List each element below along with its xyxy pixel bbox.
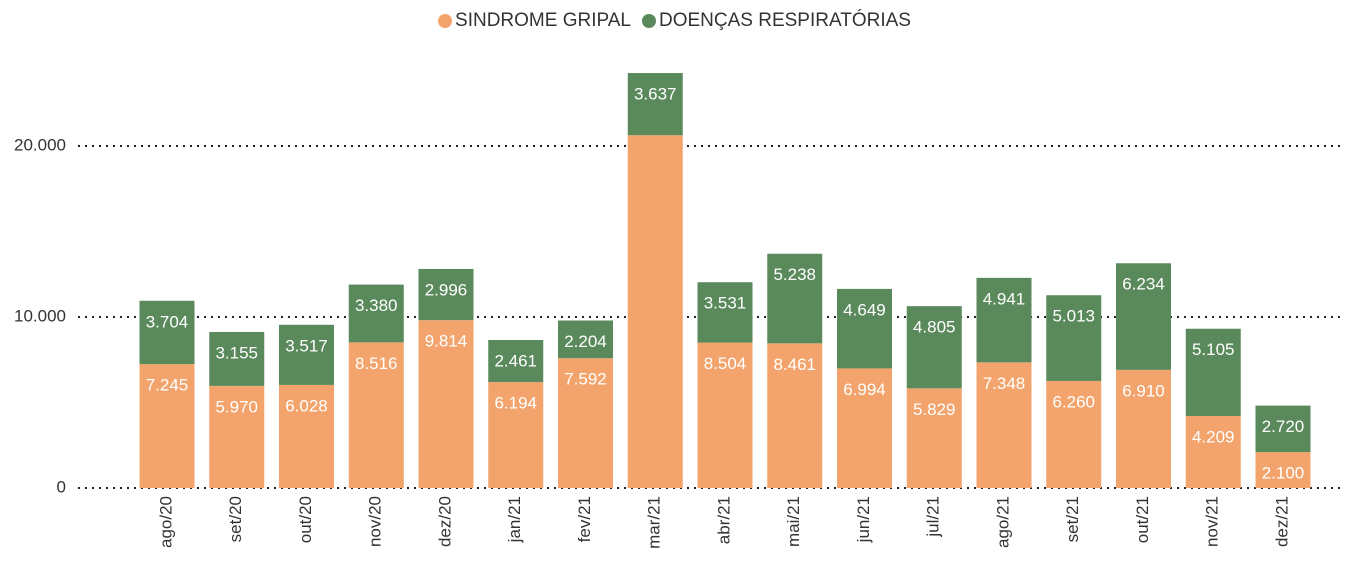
data-label: 3.531 — [704, 294, 747, 313]
bar-segment — [627, 135, 683, 489]
data-label: 4.209 — [1192, 428, 1235, 447]
data-label: 7.348 — [983, 374, 1026, 393]
data-label: 2.100 — [1262, 464, 1305, 483]
x-tick-label: ago/20 — [156, 496, 175, 548]
x-tick-label: ago/21 — [993, 496, 1012, 548]
bar-segment — [976, 362, 1032, 488]
data-label: 4.649 — [843, 300, 886, 319]
bar-segment — [627, 73, 683, 136]
data-label: 8.516 — [355, 354, 398, 373]
legend-marker — [438, 14, 453, 28]
data-label: 7.592 — [564, 370, 607, 389]
data-label: 2.461 — [494, 351, 537, 370]
data-label: 3.704 — [146, 312, 189, 331]
bar-segment — [279, 324, 334, 385]
data-label: 5.970 — [215, 397, 258, 416]
bar-segment — [767, 253, 823, 344]
bar-segment — [279, 384, 334, 488]
x-tick-label: abr/21 — [714, 496, 733, 544]
legend-marker — [641, 14, 656, 28]
data-label: 8.461 — [773, 355, 816, 374]
bar-segment — [139, 364, 195, 488]
bar-segment — [1116, 263, 1171, 370]
x-tick-label: out/20 — [296, 496, 315, 543]
bar-segment — [1255, 452, 1311, 488]
bar-segment — [348, 342, 404, 488]
bar-segment — [139, 300, 195, 365]
y-tick-label: 0 — [57, 477, 66, 496]
bar-segment — [558, 320, 613, 359]
x-tick-label: jan/21 — [505, 496, 524, 543]
data-label: 5.105 — [1192, 340, 1235, 359]
bar-segment — [1046, 380, 1102, 488]
x-tick-label: jun/21 — [854, 496, 873, 543]
x-tick-label: set/21 — [1063, 496, 1082, 542]
data-label: 5.829 — [913, 400, 956, 419]
bar-segment — [1116, 369, 1171, 488]
bar-segment — [906, 306, 962, 389]
bar-segment — [1046, 295, 1102, 381]
x-tick-label: mai/21 — [784, 496, 803, 547]
bar-segment — [418, 320, 474, 488]
x-tick-label: mar/21 — [645, 496, 664, 549]
data-label: 4.941 — [983, 289, 1026, 308]
data-label: 9.814 — [425, 332, 468, 351]
bar-segment — [697, 342, 753, 488]
data-label: 8.504 — [704, 354, 747, 373]
data-label: 6.028 — [285, 396, 328, 415]
data-label: 4.805 — [913, 318, 956, 337]
bar-segment — [906, 388, 962, 488]
bar-segment — [697, 282, 753, 343]
data-label: 5.238 — [773, 265, 816, 284]
data-label: 3.380 — [355, 296, 398, 315]
legend-label: SINDROME GRIPAL — [455, 10, 631, 31]
y-tick-label: 20.000 — [14, 135, 66, 154]
data-label: 5.013 — [1052, 307, 1095, 326]
bar-segment — [418, 268, 474, 321]
data-label: 6.910 — [1122, 381, 1165, 400]
bar-segment — [1185, 416, 1241, 488]
bar-segment — [1255, 405, 1311, 453]
x-tick-label: set/20 — [226, 496, 245, 542]
bar-segment — [1185, 328, 1241, 417]
data-label: 6.194 — [494, 394, 537, 413]
bar-segment — [837, 288, 892, 369]
legend-label: DOENÇAS RESPIRATÓRIAS — [659, 9, 911, 31]
data-label: 2.996 — [425, 280, 468, 299]
x-tick-label: nov/20 — [366, 496, 385, 547]
data-label: 3.517 — [285, 336, 328, 355]
data-label: 3.155 — [215, 343, 258, 362]
x-tick-label: dez/20 — [435, 496, 454, 547]
bar-segment — [488, 382, 544, 488]
data-label: 6.994 — [843, 380, 886, 399]
data-label: 3.637 — [634, 85, 677, 104]
bar-segment — [558, 358, 613, 488]
x-tick-label: out/21 — [1133, 496, 1152, 543]
bar-segment — [209, 331, 265, 386]
x-tick-label: jul/21 — [924, 496, 943, 538]
data-label: 7.245 — [146, 376, 189, 395]
x-tick-label: dez/21 — [1272, 496, 1291, 547]
data-label: 2.204 — [564, 332, 607, 351]
y-tick-label: 10.000 — [14, 306, 66, 325]
bar-segment — [767, 343, 823, 488]
bar-segment — [209, 385, 265, 488]
data-label: 6.234 — [1122, 275, 1165, 294]
x-tick-label: nov/21 — [1203, 496, 1222, 547]
bar-segment — [488, 339, 544, 383]
bar-segment — [976, 277, 1032, 363]
x-tick-label: fev/21 — [575, 496, 594, 542]
bar-segment — [837, 368, 892, 488]
bar-segment — [348, 284, 404, 343]
data-label: 2.720 — [1262, 417, 1305, 436]
data-label: 6.260 — [1052, 392, 1095, 411]
